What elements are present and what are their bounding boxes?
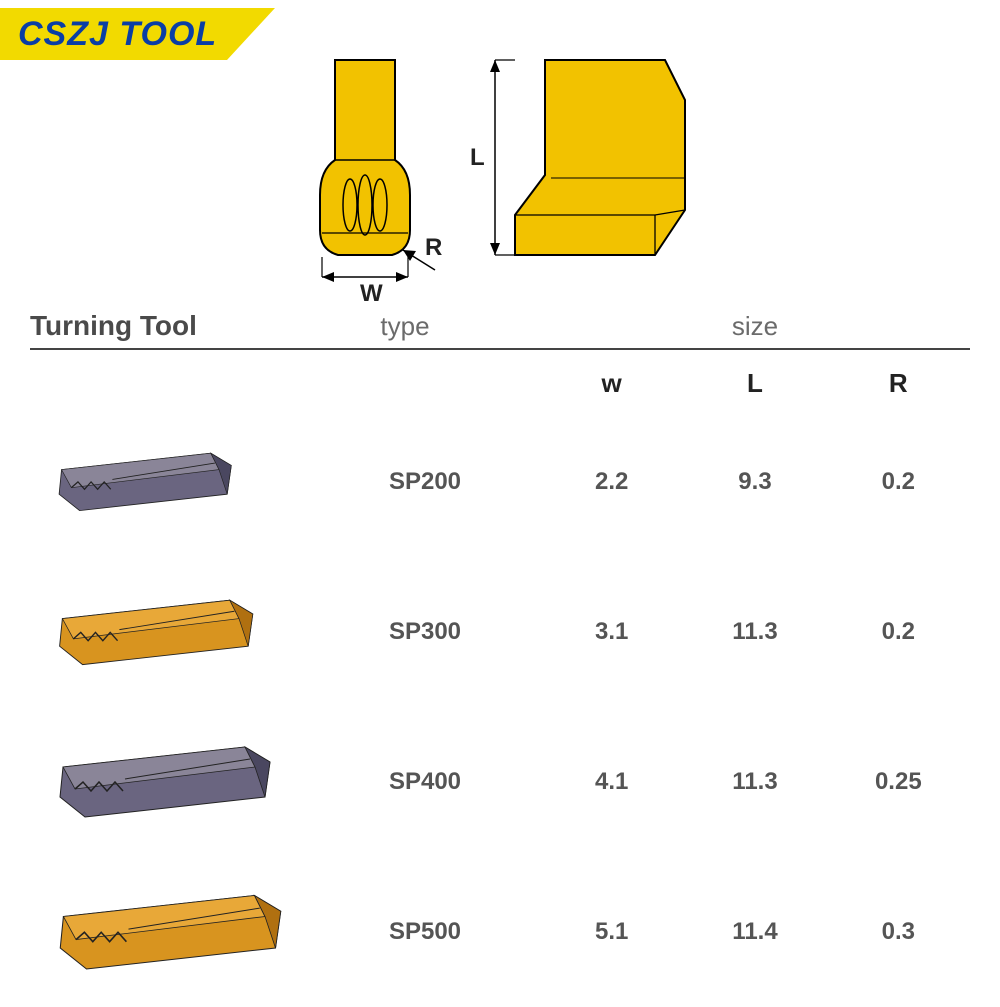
tool-insert-icon (55, 445, 235, 519)
cell-l: 11.4 (683, 918, 826, 946)
brand-badge: CSZJ TOOL (0, 8, 275, 60)
header-size: size (540, 311, 970, 342)
subhead-r: R (827, 368, 970, 399)
tool-image-cell (30, 885, 310, 980)
front-view: W R (320, 60, 442, 305)
cell-w: 3.1 (540, 618, 683, 646)
table-row: SP400 4.1 11.3 0.25 (30, 707, 970, 857)
header-rule (30, 348, 970, 350)
tool-image-cell (30, 445, 310, 519)
cell-l: 11.3 (683, 618, 826, 646)
table-subheader: w L R (30, 358, 970, 407)
table-row: SP200 2.2 9.3 0.2 (30, 407, 970, 557)
cell-r: 0.2 (827, 468, 970, 496)
table-row: SP500 5.1 11.4 0.3 (30, 857, 970, 1007)
cell-w: 4.1 (540, 768, 683, 796)
cell-w: 2.2 (540, 468, 683, 496)
dim-l: L (470, 60, 515, 255)
brand-triangle (227, 8, 275, 60)
cell-l: 9.3 (683, 468, 826, 496)
cell-type: SP500 (310, 918, 540, 946)
cell-l: 11.3 (683, 768, 826, 796)
dim-label-r: R (425, 234, 442, 261)
side-view (515, 60, 685, 255)
table-header: Turning Tool type size (30, 310, 970, 348)
tool-insert-icon (55, 591, 257, 674)
cell-r: 0.25 (827, 768, 970, 796)
header-type: type (310, 311, 540, 342)
tool-insert-icon (55, 737, 275, 827)
cell-r: 0.3 (827, 918, 970, 946)
tool-image-cell (30, 591, 310, 674)
cell-w: 5.1 (540, 918, 683, 946)
subhead-l: L (683, 368, 826, 399)
cell-type: SP200 (310, 468, 540, 496)
table-body: SP200 2.2 9.3 0.2 SP300 3.1 11.3 0.2 SP4… (30, 407, 970, 1007)
cell-type: SP400 (310, 768, 540, 796)
subhead-w: w (540, 368, 683, 399)
cell-r: 0.2 (827, 618, 970, 646)
tool-image-cell (30, 737, 310, 827)
table-row: SP300 3.1 11.3 0.2 (30, 557, 970, 707)
dimension-diagram: W R L (300, 45, 800, 295)
brand-text: CSZJ TOOL (0, 8, 227, 60)
cell-type: SP300 (310, 618, 540, 646)
dim-label-w: W (360, 280, 383, 305)
dim-label-l: L (470, 144, 485, 171)
spec-table: Turning Tool type size w L R SP200 2.2 9… (30, 310, 970, 1007)
tool-insert-icon (55, 885, 286, 980)
header-turning-tool: Turning Tool (30, 310, 310, 342)
